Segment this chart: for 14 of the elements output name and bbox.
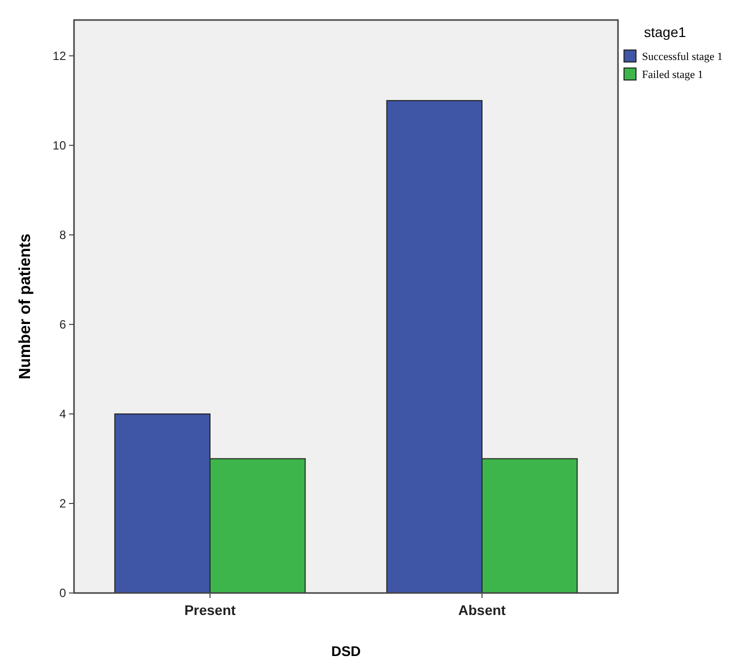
y-tick-label: 6 bbox=[59, 318, 66, 332]
legend-title: stage1 bbox=[644, 24, 686, 40]
y-tick-label: 0 bbox=[59, 586, 66, 600]
y-tick-label: 2 bbox=[59, 496, 66, 511]
y-tick-label: 4 bbox=[59, 407, 66, 422]
legend-label: Failed stage 1 bbox=[642, 68, 704, 81]
y-tick-label: 8 bbox=[59, 228, 66, 242]
x-axis-title: DSD bbox=[331, 643, 361, 659]
y-axis-title: Number of patients bbox=[17, 234, 34, 380]
y-tick-label: 12 bbox=[52, 49, 66, 64]
x-tick-label: Present bbox=[184, 602, 236, 618]
y-tick-label: 10 bbox=[52, 138, 66, 153]
legend-label: Successful stage 1 bbox=[642, 50, 723, 63]
x-tick-label: Absent bbox=[458, 602, 506, 618]
